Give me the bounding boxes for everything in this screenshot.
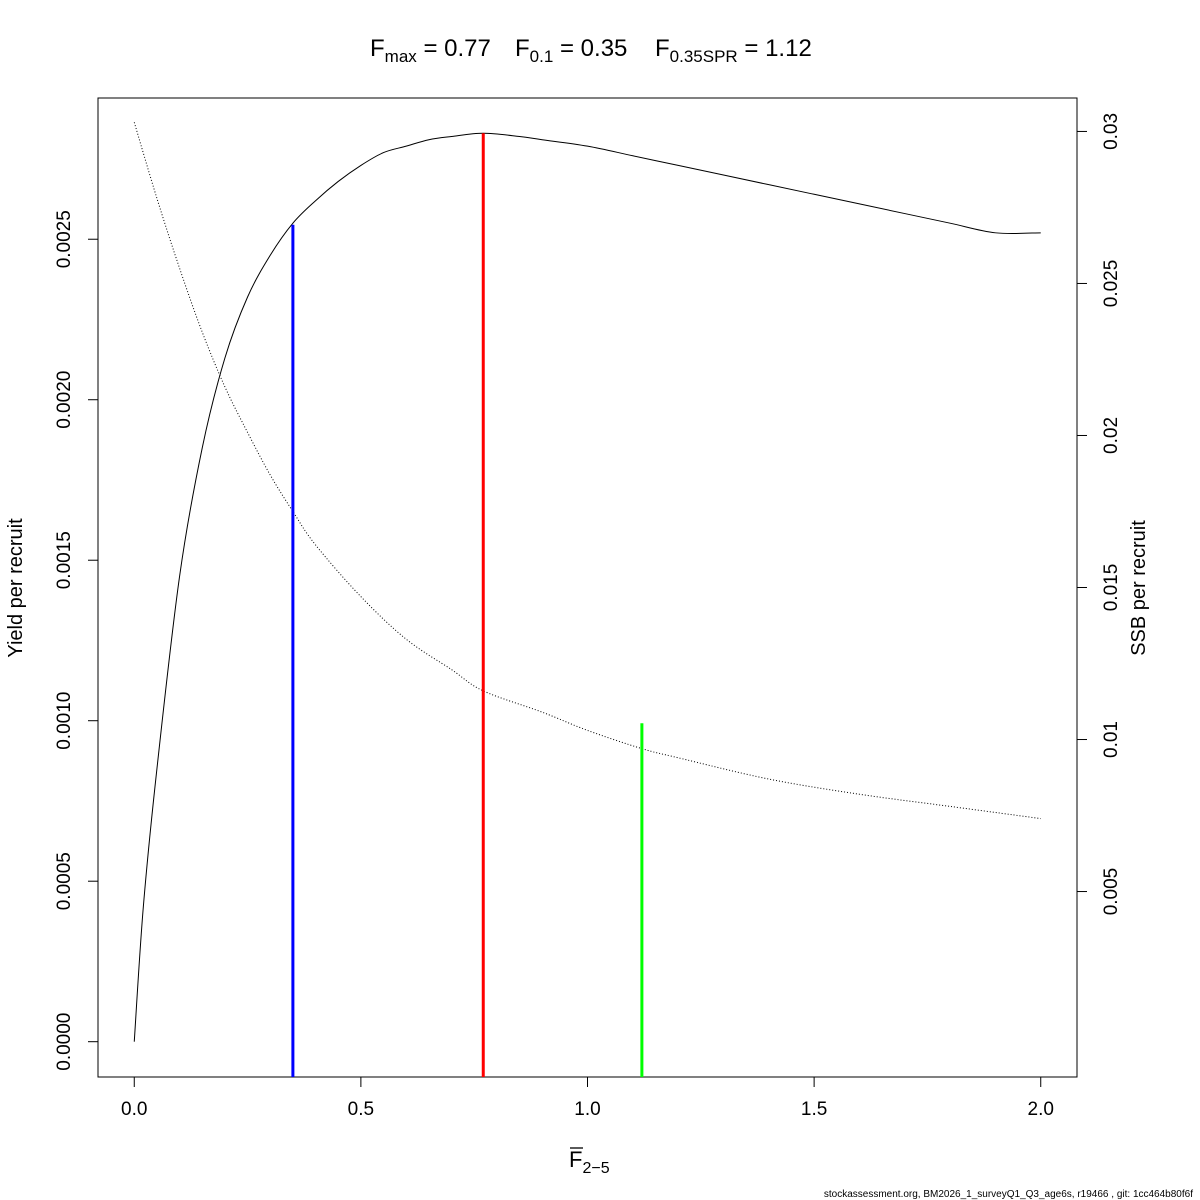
plot-frame [97,97,1078,1078]
x-tick-label: 1.0 [574,1099,600,1120]
title-fmax: Fmax = 0.77 [370,35,491,66]
reference-lines [291,133,644,1077]
ssb-per-recruit-line [133,122,1041,820]
y-left-tick-label: 0.0020 [54,371,75,429]
y-axis-right-label: SSB per recruit [1128,520,1150,656]
y-left-tick-label: 0.0015 [54,531,75,589]
yield-per-recruit-line [133,132,1041,1042]
footer-note: stockassessment.org, BM2026_1_surveyQ1_Q… [824,1189,1193,1200]
y-right-tick-label: 0.015 [1101,564,1122,612]
y-axis-right: 0.005 0.01 0.015 0.02 0.025 0.03 [1077,113,1122,915]
x-tick-label: 0.5 [348,1099,374,1120]
y-right-tick-label: 0.03 [1101,113,1122,150]
x-tick-label: 2.0 [1028,1099,1054,1120]
y-right-tick-label: 0.005 [1101,868,1122,916]
x-axis: 0.0 0.5 1.0 1.5 2.0 [121,1076,1054,1120]
y-left-tick-label: 0.0000 [54,1013,75,1071]
title-fspr: F0.35SPR = 1.12 [655,35,812,66]
x-tick-label: 1.5 [801,1099,827,1120]
y-right-tick-label: 0.02 [1101,417,1122,454]
title-f01: F0.1 = 0.35 [515,35,627,66]
chart-title: Fmax = 0.77 F0.1 = 0.35 F0.35SPR = 1.12 [370,35,812,66]
series-layer [133,122,1041,1042]
y-left-tick-label: 0.0025 [54,210,75,268]
y-right-tick-label: 0.025 [1101,260,1122,308]
y-left-tick-label: 0.0005 [54,852,75,910]
y-axis-left-label: Yield per recruit [5,518,27,658]
svg-text:F2−5: F2−5 [569,1147,610,1177]
x-axis-label: F2−5 [569,1147,610,1177]
y-right-tick-label: 0.01 [1101,721,1122,758]
y-axis-left: 0.0000 0.0005 0.0010 0.0015 0.0020 0.0025 [54,210,98,1071]
x-tick-label: 0.0 [121,1099,147,1120]
y-left-tick-label: 0.0010 [54,692,75,750]
